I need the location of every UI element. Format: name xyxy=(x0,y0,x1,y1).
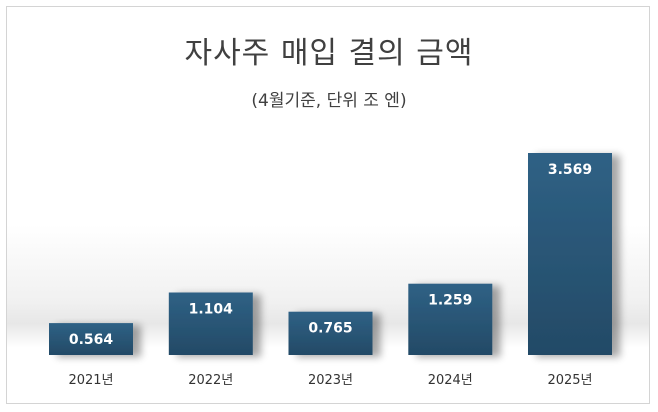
x-tick-2025년: 2025년 xyxy=(547,373,592,388)
bar-2025년 xyxy=(528,153,612,355)
data-label-2024년: 1.259 xyxy=(428,293,472,309)
x-tick-2023년: 2023년 xyxy=(308,373,353,388)
data-label-2021년: 0.564 xyxy=(69,332,114,348)
x-tick-2022년: 2022년 xyxy=(188,373,233,388)
bar-2023년 xyxy=(288,311,373,355)
data-label-2025년: 3.569 xyxy=(548,162,592,178)
x-tick-2021년: 2021년 xyxy=(68,373,113,388)
chart-subtitle: (4월기준, 단위 조 엔) xyxy=(251,91,407,111)
bar-2022년 xyxy=(168,292,253,355)
chart-title: 자사주 매입 결의 금액 xyxy=(184,36,474,71)
data-label-2022년: 1.104 xyxy=(189,302,234,318)
x-tick-2024년: 2024년 xyxy=(428,373,473,388)
data-label-2023년: 0.765 xyxy=(308,321,352,337)
bar-2024년 xyxy=(408,283,493,355)
bar-2021년 xyxy=(49,323,133,355)
